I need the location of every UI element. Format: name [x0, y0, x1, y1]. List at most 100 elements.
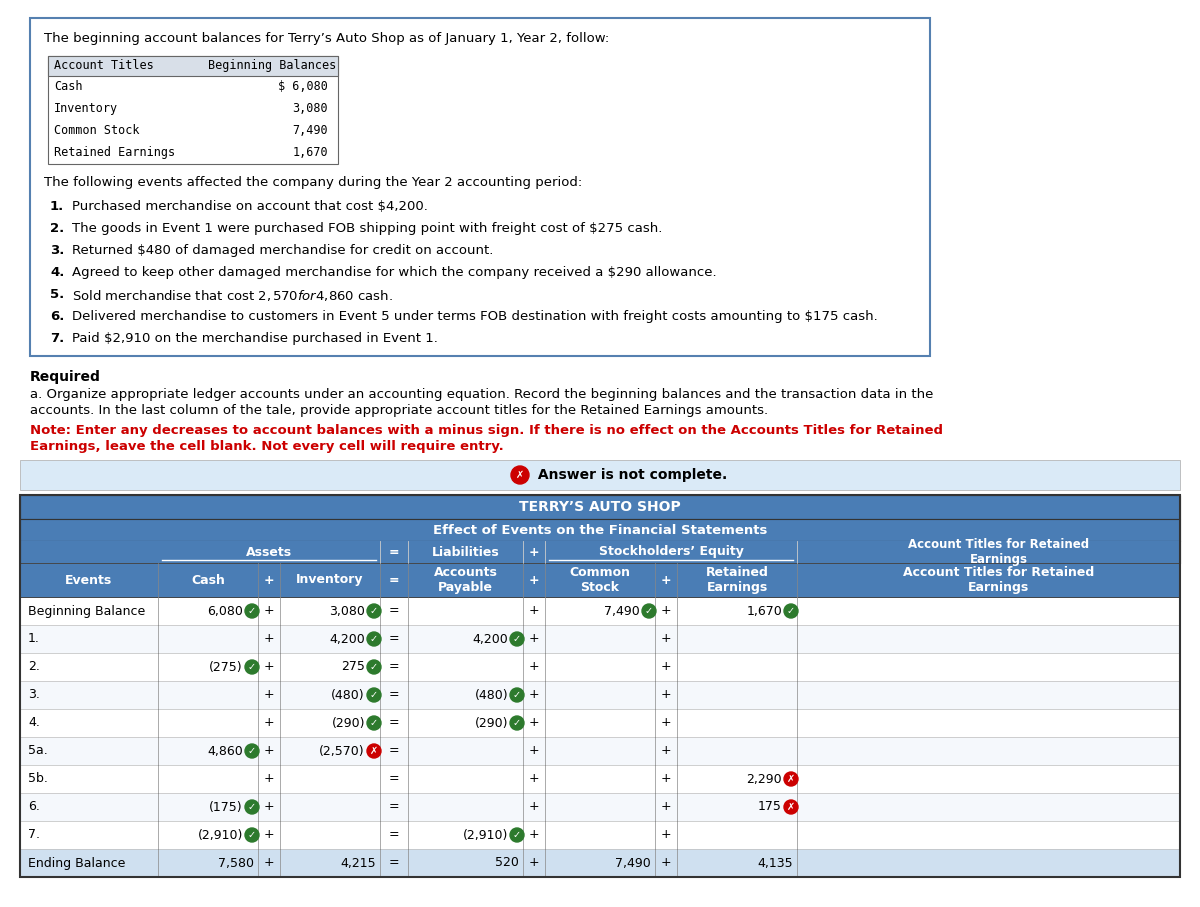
Text: 6.: 6. — [28, 801, 40, 814]
Text: The goods in Event 1 were purchased FOB shipping point with freight cost of $275: The goods in Event 1 were purchased FOB … — [72, 222, 662, 235]
Text: +: + — [264, 717, 275, 729]
Text: Liabilities: Liabilities — [432, 545, 499, 559]
Text: Answer is not complete.: Answer is not complete. — [533, 468, 727, 482]
Text: +: + — [529, 660, 539, 674]
Text: Delivered merchandise to customers in Event 5 under terms FOB destination with f: Delivered merchandise to customers in Ev… — [72, 310, 877, 323]
Text: 4,135: 4,135 — [757, 856, 793, 870]
Text: 520: 520 — [496, 856, 520, 870]
Bar — [48, 56, 338, 76]
Text: +: + — [529, 828, 539, 842]
Text: +: + — [264, 573, 275, 587]
Text: (480): (480) — [474, 688, 508, 701]
Text: ✓: ✓ — [370, 718, 378, 728]
Text: 1.: 1. — [28, 632, 40, 646]
Text: ✓: ✓ — [787, 606, 796, 616]
Text: ✓: ✓ — [248, 802, 256, 812]
Text: Purchased merchandise on account that cost $4,200.: Purchased merchandise on account that co… — [72, 200, 428, 213]
Text: Account Titles for Retained
Earnings: Account Titles for Retained Earnings — [902, 566, 1094, 594]
Bar — [20, 765, 1180, 793]
Circle shape — [367, 716, 382, 730]
Text: +: + — [529, 604, 539, 618]
Bar — [20, 495, 1180, 519]
Text: +: + — [264, 801, 275, 814]
Text: Accounts
Payable: Accounts Payable — [433, 566, 498, 594]
Bar — [20, 519, 1180, 541]
Text: (290): (290) — [474, 717, 508, 729]
Text: =: = — [389, 745, 400, 757]
Text: TERRY’S AUTO SHOP: TERRY’S AUTO SHOP — [520, 500, 680, 514]
Text: +: + — [661, 828, 671, 842]
Text: Beginning Balance: Beginning Balance — [28, 604, 145, 618]
Text: ✓: ✓ — [512, 690, 521, 700]
Bar — [20, 849, 1180, 877]
Text: +: + — [529, 688, 539, 701]
Circle shape — [367, 660, 382, 674]
Text: (2,910): (2,910) — [463, 828, 508, 842]
Circle shape — [245, 604, 259, 618]
Bar — [20, 597, 1180, 625]
Text: Effect of Events on the Financial Statements: Effect of Events on the Financial Statem… — [433, 523, 767, 537]
Text: =: = — [389, 856, 400, 870]
Circle shape — [510, 632, 524, 646]
Text: 3,080: 3,080 — [293, 102, 328, 115]
Bar — [20, 737, 1180, 765]
Text: 4,200: 4,200 — [473, 632, 508, 646]
Text: +: + — [529, 773, 539, 785]
Text: Sold merchandise that cost $2,570 for $4,860 cash.: Sold merchandise that cost $2,570 for $4… — [72, 288, 394, 303]
Text: +: + — [264, 745, 275, 757]
Text: +: + — [264, 632, 275, 646]
Text: +: + — [264, 773, 275, 785]
Circle shape — [784, 772, 798, 786]
Text: 2.: 2. — [50, 222, 65, 235]
Text: 7.: 7. — [28, 828, 40, 842]
Text: ✓: ✓ — [370, 606, 378, 616]
Circle shape — [510, 716, 524, 730]
Text: =: = — [389, 545, 400, 559]
Text: 7,490: 7,490 — [605, 604, 640, 618]
Text: ✗: ✗ — [516, 470, 524, 480]
Text: ✓: ✓ — [248, 662, 256, 672]
Text: +: + — [529, 801, 539, 814]
Text: +: + — [529, 632, 539, 646]
Text: =: = — [389, 660, 400, 674]
Text: 1.: 1. — [50, 200, 65, 213]
Text: Returned $480 of damaged merchandise for credit on account.: Returned $480 of damaged merchandise for… — [72, 244, 493, 257]
Circle shape — [510, 828, 524, 842]
Bar — [20, 541, 1180, 563]
Text: ✓: ✓ — [512, 718, 521, 728]
Text: +: + — [264, 660, 275, 674]
Text: (290): (290) — [331, 717, 365, 729]
Bar — [20, 625, 1180, 653]
Text: +: + — [661, 688, 671, 701]
Text: =: = — [389, 828, 400, 842]
Text: 7,580: 7,580 — [218, 856, 254, 870]
Text: +: + — [264, 604, 275, 618]
Text: +: + — [264, 688, 275, 701]
Circle shape — [367, 744, 382, 758]
Text: 4,860: 4,860 — [208, 745, 242, 757]
Text: +: + — [529, 717, 539, 729]
Text: +: + — [661, 717, 671, 729]
Text: 4,200: 4,200 — [329, 632, 365, 646]
Text: =: = — [389, 573, 400, 587]
Text: Ending Balance: Ending Balance — [28, 856, 125, 870]
Text: 2,290: 2,290 — [746, 773, 782, 785]
Text: +: + — [661, 745, 671, 757]
Text: 4,215: 4,215 — [341, 856, 376, 870]
Text: +: + — [264, 856, 275, 870]
Text: $ 6,080: $ 6,080 — [278, 80, 328, 93]
Text: ✓: ✓ — [512, 830, 521, 840]
Text: 5a.: 5a. — [28, 745, 48, 757]
Text: Account Titles: Account Titles — [54, 59, 154, 72]
Text: ✗: ✗ — [787, 774, 796, 784]
Circle shape — [367, 604, 382, 618]
Circle shape — [245, 800, 259, 814]
Text: Inventory: Inventory — [296, 573, 364, 587]
Text: Retained
Earnings: Retained Earnings — [706, 566, 768, 594]
Text: 175: 175 — [758, 801, 782, 814]
Text: Common
Stock: Common Stock — [570, 566, 630, 594]
Bar — [20, 460, 1180, 490]
Circle shape — [245, 828, 259, 842]
Text: +: + — [529, 856, 539, 870]
Text: 7,490: 7,490 — [616, 856, 650, 870]
